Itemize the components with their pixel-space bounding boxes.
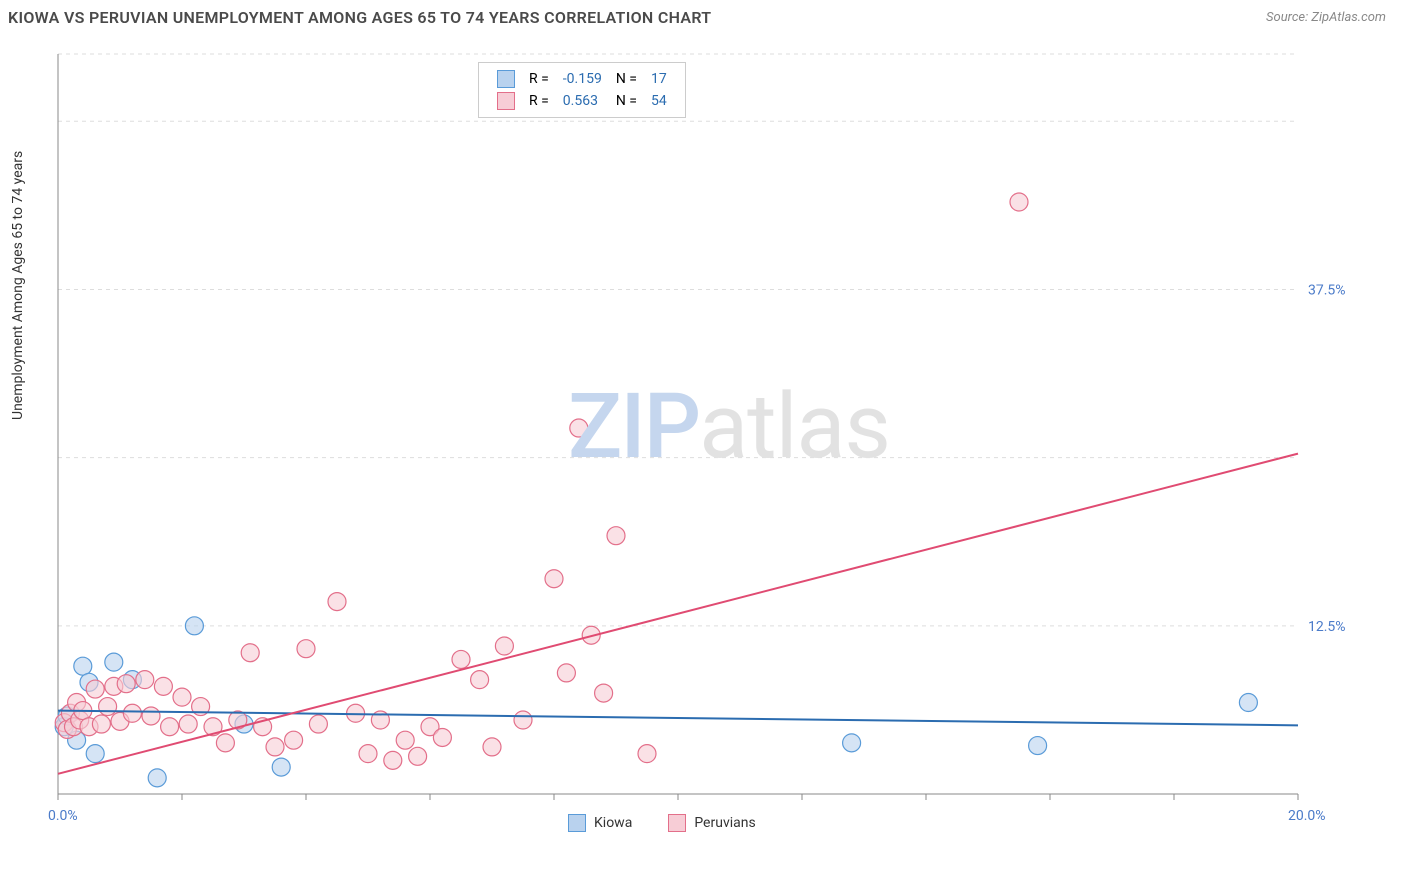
peruvians-swatch <box>497 92 515 110</box>
correlation-row-peruvians: R = 0.563 N = 54 <box>491 91 673 111</box>
svg-text:37.5%: 37.5% <box>1308 282 1346 298</box>
source-attribution: Source: ZipAtlas.com <box>1266 10 1386 25</box>
correlation-table: R = -0.159 N = 17 R = 0.563 N = 54 <box>489 67 675 113</box>
kiowa-n-value: 17 <box>645 69 673 89</box>
kiowa-r-value: -0.159 <box>557 69 608 89</box>
chart-header: KIOWA VS PERUVIAN UNEMPLOYMENT AMONG AGE… <box>0 0 1406 31</box>
kiowa-legend-label: Kiowa <box>594 815 632 831</box>
r-label: R = <box>523 91 555 111</box>
peruvians-legend-swatch <box>668 814 686 832</box>
chart-title: KIOWA VS PERUVIAN UNEMPLOYMENT AMONG AGE… <box>8 8 711 27</box>
peruvians-r-value: 0.563 <box>557 91 608 111</box>
kiowa-swatch <box>497 70 515 88</box>
n-label: N = <box>610 69 643 89</box>
peruvians-legend-label: Peruvians <box>694 815 755 831</box>
n-label: N = <box>610 91 643 111</box>
svg-text:20.0%: 20.0% <box>1288 808 1326 824</box>
r-label: R = <box>523 69 555 89</box>
series-legend: Kiowa Peruvians <box>568 814 756 832</box>
correlation-row-kiowa: R = -0.159 N = 17 <box>491 69 673 89</box>
correlation-legend: R = -0.159 N = 17 R = 0.563 N = 54 <box>478 62 686 118</box>
svg-text:12.5%: 12.5% <box>1308 619 1346 635</box>
scatter-chart: 12.5%37.5%0.0%20.0% ZIPatlas R = -0.159 … <box>48 44 1358 834</box>
kiowa-legend-swatch <box>568 814 586 832</box>
y-axis-label: Unemployment Among Ages 65 to 74 years <box>10 151 26 420</box>
peruvians-n-value: 54 <box>645 91 673 111</box>
chart-svg: 12.5% 37.5% 0.0% 20.0% <box>48 44 1358 834</box>
svg-text:0.0%: 0.0% <box>48 808 78 824</box>
